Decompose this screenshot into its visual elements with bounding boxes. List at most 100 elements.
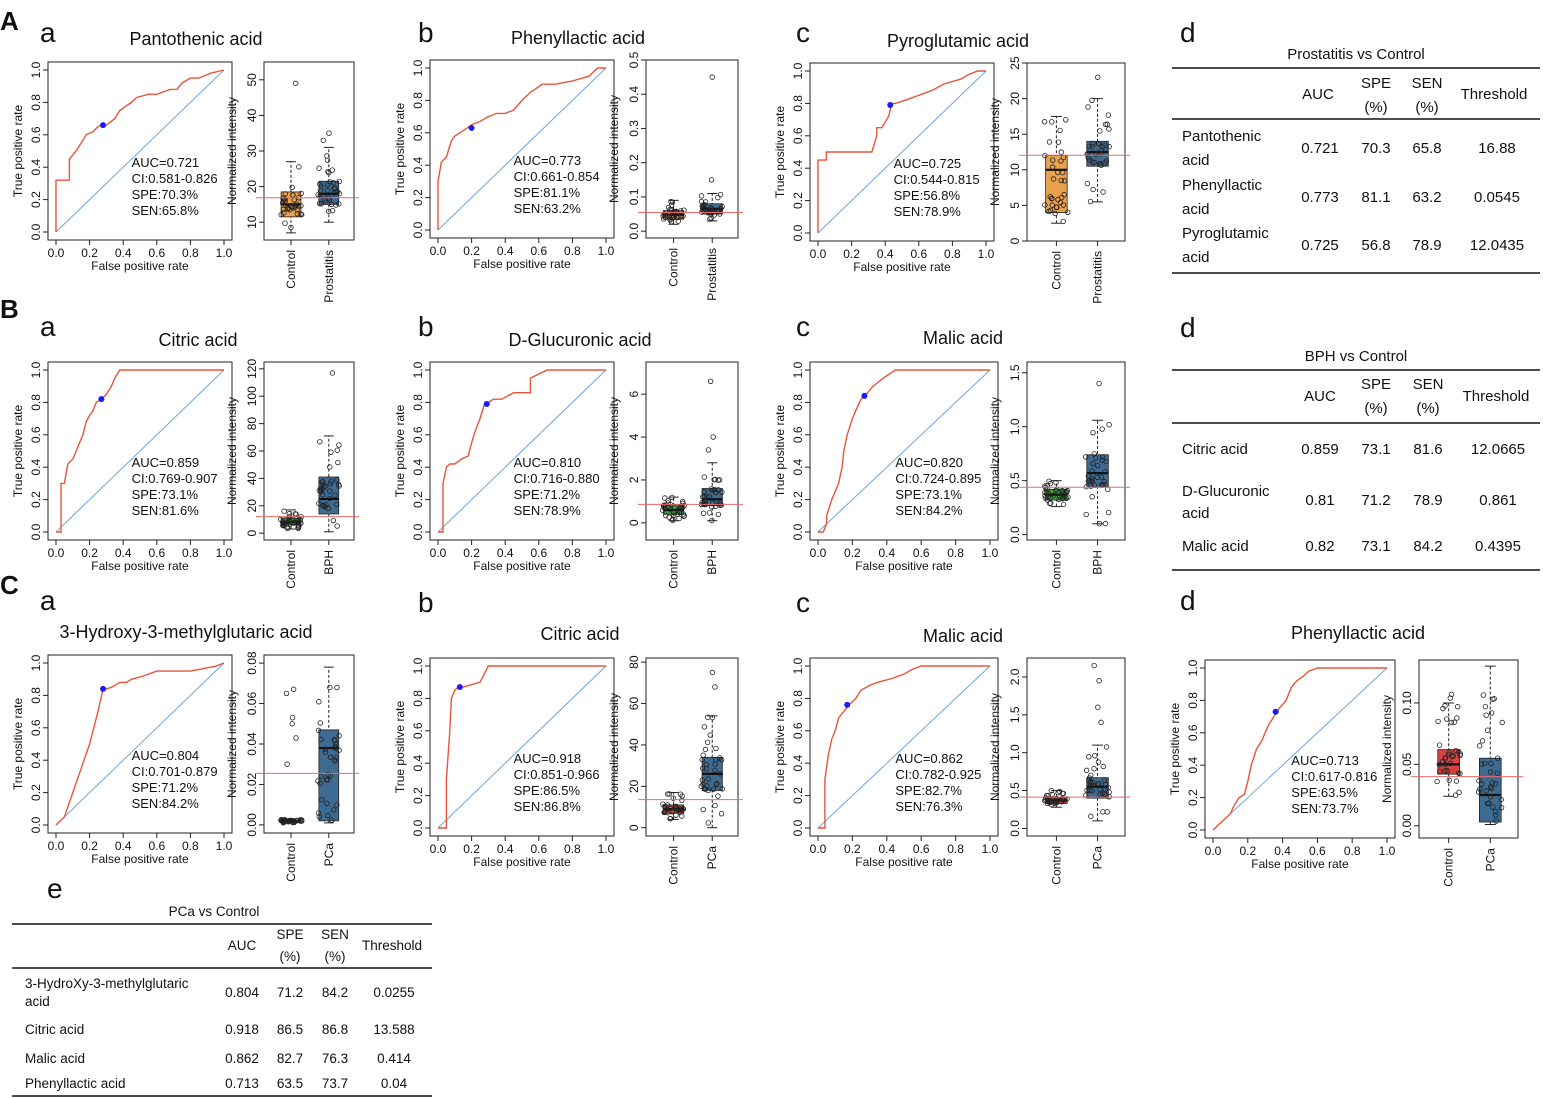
data-point (700, 510, 707, 516)
stat-sen: SEN:78.9% (894, 204, 962, 219)
data-point (1090, 186, 1096, 193)
y-tick-label: 0.2 (791, 192, 805, 209)
data-point (719, 489, 725, 495)
data-point (701, 489, 707, 495)
data-point (1453, 747, 1459, 754)
y-tick-label: 0.2 (411, 491, 425, 508)
roc-diagonal (55, 662, 225, 826)
chart-title: Phenyllactic acid (1291, 623, 1425, 643)
stat-ci: CI:0.851-0.966 (514, 767, 600, 782)
data-point (336, 201, 342, 207)
x-tick-label: 0.2 (463, 842, 480, 856)
data-point (320, 502, 326, 509)
x-tick-label: Control (284, 250, 298, 289)
box-bph: BPH (1083, 380, 1112, 575)
data-point (712, 761, 718, 767)
table-cell-auc: 0.713 (225, 1076, 259, 1091)
outlier-point (283, 690, 290, 697)
stat-spe: SPE:82.7% (895, 783, 962, 798)
roc-plot-frame (429, 657, 615, 837)
table-cell-sen: 78.9 (1413, 492, 1442, 509)
x-tick-label: Control (667, 248, 681, 287)
data-point (1105, 509, 1112, 516)
roc-diagonal (55, 69, 225, 233)
x-tick-label: Prostatitis (1091, 251, 1105, 304)
data-point (1088, 772, 1094, 779)
box-plot-frame (645, 59, 739, 239)
y-tick-label: 40 (245, 471, 259, 485)
y-tick-label: 60 (245, 444, 259, 458)
box-bph: BPH (316, 370, 342, 575)
x-tick-label: 0.6 (530, 244, 547, 258)
data-point (715, 511, 722, 518)
stat-sen: SEN:78.9% (514, 503, 582, 518)
data-point (1065, 209, 1071, 216)
x-tick-label: 1.0 (982, 546, 999, 560)
data-point (661, 216, 667, 222)
data-point (1064, 796, 1070, 802)
stat-spe: SPE:71.2% (132, 780, 199, 795)
stat-spe: SPE:73.1% (895, 487, 962, 502)
y-tick-label: 0.4 (411, 459, 425, 476)
x-tick-label: 1.0 (598, 842, 615, 856)
outlier-point (1448, 691, 1455, 698)
data-point (1084, 151, 1090, 157)
chart-panel-B-a: a Citric acid 0.0 0.0 0.2 0.2 0.4 0.4 0.6 0.6 0.8 0… (11, 311, 359, 589)
table-prostatitis: d Prostatitis vs Control AUC SPE (%) SEN… (1172, 17, 1540, 274)
data-point (1086, 777, 1092, 784)
chart-title: Citric acid (540, 624, 619, 644)
box-plot-frame (645, 657, 739, 837)
box-plot-frame (1026, 62, 1126, 242)
y-tick-label: 0.6 (411, 426, 425, 443)
y-tick-label: 0.8 (411, 92, 425, 109)
y-tick-label: 0.8 (1186, 692, 1200, 709)
data-point (700, 781, 706, 788)
box-plot-frame (263, 654, 355, 834)
y-tick-label: 40 (245, 108, 259, 122)
y-tick-label: 0.6 (29, 719, 43, 736)
y-tick-label: 0 (627, 519, 641, 526)
x-axis-label: False positive rate (91, 559, 189, 573)
y-tick-label: 0.08 (245, 651, 259, 675)
data-point (1058, 158, 1064, 164)
table-cell-name: acid (1182, 505, 1210, 522)
y-tick-label: 0.1 (627, 188, 641, 205)
box-plot-frame (645, 361, 739, 541)
table-cell-threshold: 16.88 (1478, 140, 1516, 157)
y-tick-label: 0.2 (791, 787, 805, 804)
data-point (1449, 753, 1455, 760)
table-cell-sen: 81.6 (1413, 441, 1442, 458)
data-point (667, 216, 674, 222)
data-point (1056, 788, 1063, 795)
table-header-spe-unit: (%) (1364, 99, 1387, 116)
y-tick-label: 0.2 (29, 784, 43, 801)
data-point (1488, 760, 1494, 767)
data-point (1089, 97, 1095, 103)
y-tick-label: 0.0 (791, 523, 805, 540)
x-tick-label: 1.0 (216, 246, 233, 260)
data-point (666, 213, 673, 219)
y-tick-label: 1.0 (29, 61, 43, 78)
chart-title: Malic acid (923, 626, 1003, 646)
stat-auc: AUC=0.862 (895, 751, 963, 766)
box-pca: PCa (315, 666, 342, 866)
table-cell-threshold: 0.04 (381, 1076, 408, 1091)
data-point (1491, 696, 1497, 702)
data-point (317, 187, 324, 194)
y-axis-label: True positive rate (11, 405, 25, 498)
data-point (1060, 495, 1066, 502)
data-point (667, 507, 674, 513)
y-tick-label: 20 (245, 499, 259, 513)
x-tick-label: Control (667, 846, 681, 885)
data-point (1483, 788, 1489, 794)
x-tick-label: 0.2 (81, 246, 98, 260)
stat-sen: SEN:65.8% (132, 203, 200, 218)
y-tick-label: 0.6 (29, 126, 43, 143)
outlier-point (320, 137, 326, 144)
table-header-sen-unit: (%) (1415, 99, 1438, 116)
data-point (1457, 752, 1463, 759)
data-point (712, 767, 718, 773)
y-tick-label: 1.0 (791, 62, 805, 79)
data-point (282, 191, 289, 197)
data-point (1056, 496, 1062, 503)
